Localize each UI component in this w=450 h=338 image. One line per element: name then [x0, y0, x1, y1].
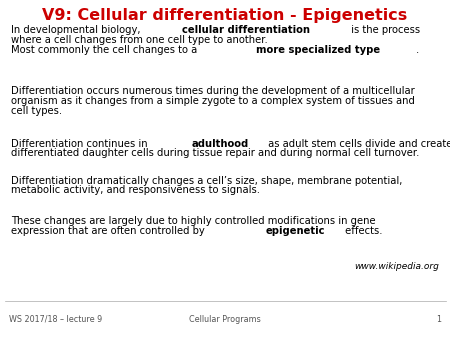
Text: cell types.: cell types. [11, 106, 63, 116]
Text: effects.: effects. [342, 226, 382, 236]
Text: Most commonly the cell changes to a: Most commonly the cell changes to a [11, 45, 201, 55]
Text: organism as it changes from a simple zygote to a complex system of tissues and: organism as it changes from a simple zyg… [11, 96, 415, 106]
Text: adulthood: adulthood [192, 139, 249, 149]
Text: Cellular Programs: Cellular Programs [189, 315, 261, 324]
Text: differentiated daughter cells during tissue repair and during normal cell turnov: differentiated daughter cells during tis… [11, 148, 419, 158]
Text: expression that are often controlled by: expression that are often controlled by [11, 226, 208, 236]
Text: epigenetic: epigenetic [266, 226, 325, 236]
Text: cellular differentiation: cellular differentiation [182, 25, 310, 35]
Text: .: . [416, 45, 419, 55]
Text: In developmental biology,: In developmental biology, [11, 25, 144, 35]
Text: V9: Cellular differentiation - Epigenetics: V9: Cellular differentiation - Epigeneti… [42, 8, 408, 23]
Text: These changes are largely due to highly controlled modifications in gene: These changes are largely due to highly … [11, 216, 376, 226]
Text: Differentiation continues in: Differentiation continues in [11, 139, 151, 149]
Text: where a cell changes from one cell type to another.: where a cell changes from one cell type … [11, 35, 268, 45]
Text: is the process: is the process [347, 25, 420, 35]
Text: 1: 1 [436, 315, 441, 324]
Text: as adult stem cells divide and create fully: as adult stem cells divide and create fu… [266, 139, 450, 149]
Text: Differentiation occurs numerous times during the development of a multicellular: Differentiation occurs numerous times du… [11, 86, 415, 96]
Text: metabolic activity, and responsiveness to signals.: metabolic activity, and responsiveness t… [11, 186, 260, 195]
Text: more specialized type: more specialized type [256, 45, 380, 55]
Text: Differentiation dramatically changes a cell’s size, shape, membrane potential,: Differentiation dramatically changes a c… [11, 176, 403, 186]
Text: www.wikipedia.org: www.wikipedia.org [354, 262, 439, 271]
Text: WS 2017/18 – lecture 9: WS 2017/18 – lecture 9 [9, 315, 102, 324]
